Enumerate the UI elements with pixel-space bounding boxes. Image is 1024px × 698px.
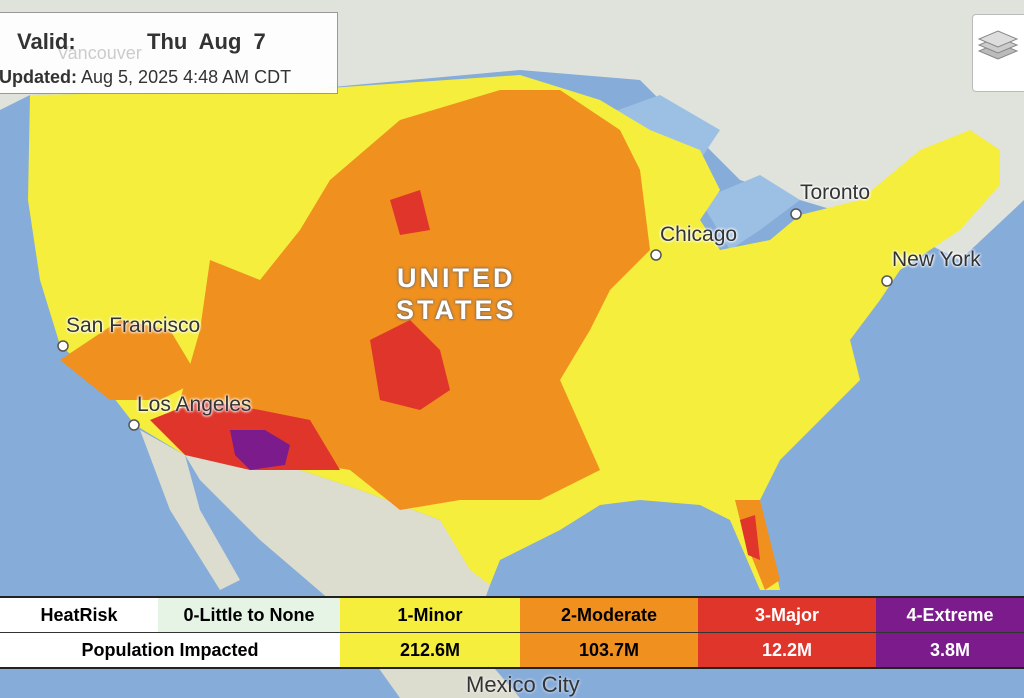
legend-level-3: 3-Major: [698, 597, 876, 633]
los-angeles-marker[interactable]: [128, 419, 140, 431]
population-major: 12.2M: [698, 632, 876, 669]
updated-value: Aug 5, 2025 4:48 AM CDT: [81, 67, 292, 87]
legend-level-2: 2-Moderate: [520, 597, 698, 633]
updated-label: Updated:: [0, 67, 77, 87]
extreme-zone: [230, 430, 290, 470]
city-label-chicago: Chicago: [660, 223, 738, 246]
city-markers: [57, 208, 893, 431]
city-label-new-york: New York: [892, 248, 981, 271]
legend-level-0: 0-Little to None: [158, 597, 340, 633]
legend-header: HeatRisk: [0, 597, 158, 633]
chicago-marker[interactable]: [650, 249, 662, 261]
moderate-zone-west: [60, 320, 200, 400]
population-extreme: 3.8M: [876, 632, 1024, 669]
major-zone-florida: [740, 515, 760, 560]
legend-level-4: 4-Extreme: [876, 597, 1024, 633]
valid-label: Valid:: [17, 29, 76, 54]
heatrisk-legend: HeatRisk 0-Little to None 1-Minor 2-Mode…: [0, 596, 1024, 669]
new-york-marker[interactable]: [881, 275, 893, 287]
city-label-mexico-city: Mexico City: [466, 672, 580, 697]
legend-population-row: Population Impacted 212.6M 103.7M 12.2M …: [0, 632, 1024, 669]
country-label: UNITED STATES: [396, 262, 517, 326]
major-zone-central: [370, 320, 450, 410]
legend-level-row: HeatRisk 0-Little to None 1-Minor 2-Mode…: [0, 597, 1024, 633]
city-label-san-francisco: San Francisco: [66, 314, 201, 337]
country-label-line-2: STATES: [396, 295, 517, 325]
layers-button[interactable]: [972, 14, 1024, 92]
population-label: Population Impacted: [0, 632, 340, 669]
country-label-line-1: UNITED: [397, 263, 516, 293]
layers-icon: [977, 30, 1019, 60]
population-minor: 212.6M: [340, 632, 520, 669]
major-zone-north: [390, 190, 430, 235]
city-label-toronto: Toronto: [800, 181, 871, 204]
city-label-vancouver: Vancouver: [57, 43, 142, 63]
toronto-marker[interactable]: [790, 208, 802, 220]
city-label-los-angeles: Los Angeles: [137, 393, 252, 416]
validity-info-box: Vancouver Valid: Thu Aug 7 Updated: Aug …: [0, 12, 338, 94]
population-moderate: 103.7M: [520, 632, 698, 669]
legend-level-1: 1-Minor: [340, 597, 520, 633]
baja-land: [140, 430, 240, 590]
san-francisco-marker[interactable]: [57, 340, 69, 352]
moderate-zone: [180, 90, 650, 510]
valid-date: Thu Aug 7: [147, 29, 266, 54]
